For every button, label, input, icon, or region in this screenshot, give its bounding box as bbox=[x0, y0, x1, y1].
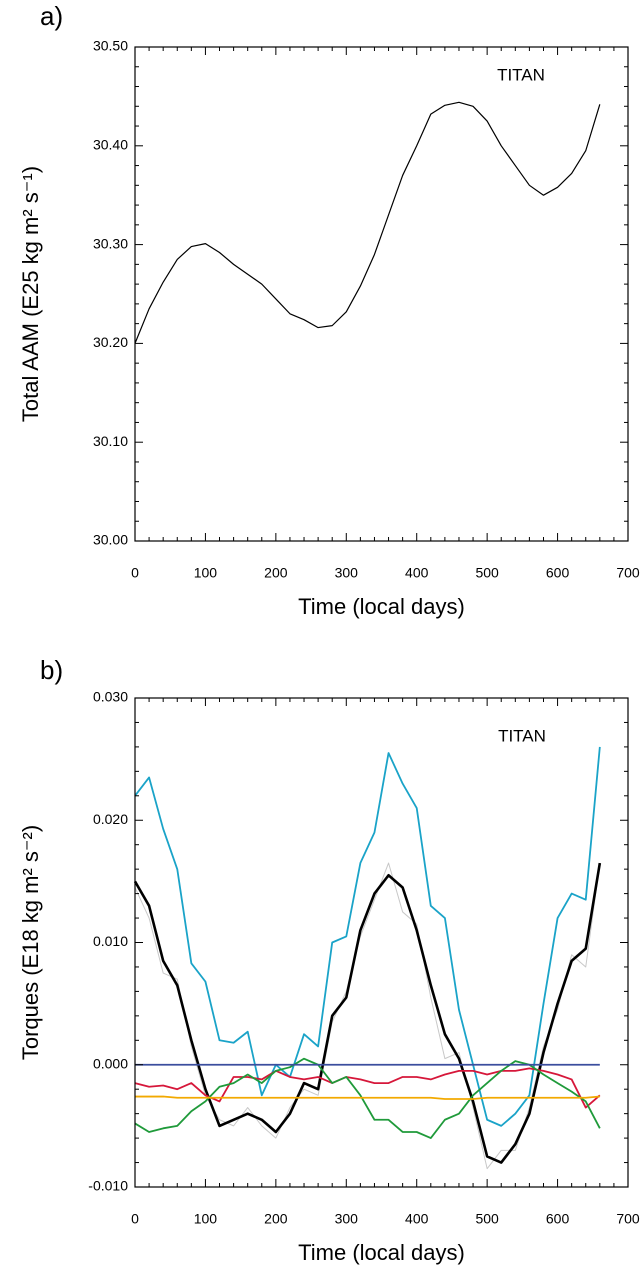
x-tick-label: 700 bbox=[616, 1211, 640, 1227]
y-tick-label: 30.00 bbox=[93, 532, 128, 548]
panel-label: a) bbox=[40, 1, 63, 31]
x-tick-label: 400 bbox=[405, 565, 429, 581]
y-tick-label: 0.030 bbox=[93, 689, 128, 705]
x-axis-label: Time (local days) bbox=[298, 594, 465, 619]
y-tick-label: -0.010 bbox=[88, 1178, 128, 1194]
annotation: TITAN bbox=[498, 726, 546, 745]
x-tick-label: 300 bbox=[335, 565, 359, 581]
y-tick-label: 30.10 bbox=[93, 433, 128, 449]
x-tick-label: 100 bbox=[194, 565, 218, 581]
y-tick-label: 0.000 bbox=[93, 1055, 128, 1071]
x-tick-label: 0 bbox=[131, 565, 139, 581]
y-tick-label: 30.30 bbox=[93, 235, 128, 251]
y-tick-label: 0.010 bbox=[93, 933, 128, 949]
plot-frame bbox=[134, 46, 629, 542]
x-axis-label: Time (local days) bbox=[298, 1240, 465, 1265]
x-tick-label: 600 bbox=[546, 1211, 570, 1227]
y-tick-label: 0.020 bbox=[93, 811, 128, 827]
x-tick-label: 500 bbox=[475, 565, 499, 581]
annotation: TITAN bbox=[497, 65, 545, 84]
x-tick-label: 200 bbox=[264, 565, 288, 581]
series-line bbox=[134, 101, 601, 344]
x-tick-label: 700 bbox=[616, 565, 640, 581]
x-tick-label: 100 bbox=[194, 1211, 218, 1227]
x-tick-label: 400 bbox=[405, 1211, 429, 1227]
y-axis-label: Total AAM (E25 kg m² s⁻¹) bbox=[18, 166, 43, 422]
x-tick-label: 500 bbox=[475, 1211, 499, 1227]
x-tick-label: 200 bbox=[264, 1211, 288, 1227]
y-tick-label: 30.50 bbox=[93, 38, 128, 54]
y-tick-label: 30.20 bbox=[93, 334, 128, 350]
series-line bbox=[134, 1057, 601, 1139]
panel-label: b) bbox=[40, 655, 63, 685]
y-axis-label: Torques (E18 kg m² s⁻²) bbox=[18, 825, 43, 1060]
x-tick-label: 300 bbox=[335, 1211, 359, 1227]
x-tick-label: 600 bbox=[546, 565, 570, 581]
series-line bbox=[135, 1095, 600, 1100]
series-line bbox=[134, 746, 601, 1127]
series-line bbox=[133, 862, 602, 1164]
y-tick-label: 30.40 bbox=[93, 137, 128, 153]
x-tick-label: 0 bbox=[131, 1211, 139, 1227]
